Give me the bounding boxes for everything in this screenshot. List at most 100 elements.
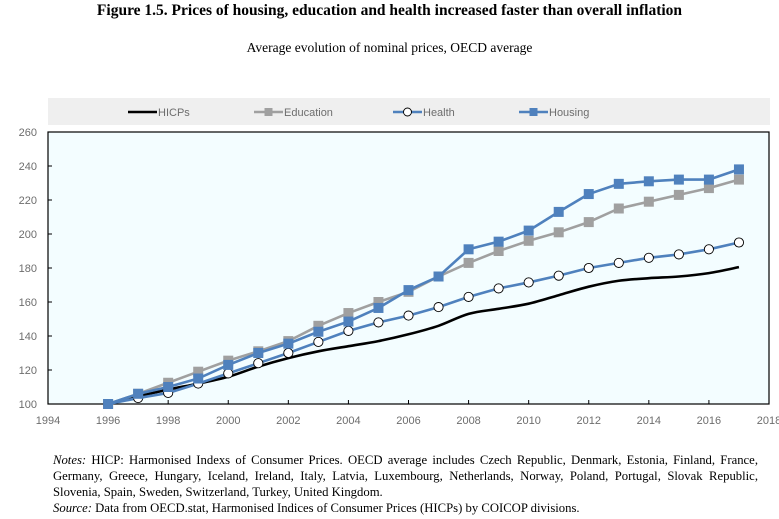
data-point-housing xyxy=(403,285,414,296)
series-group xyxy=(103,164,745,410)
data-point-education xyxy=(583,217,594,228)
series-line-hicps xyxy=(107,265,740,406)
notes-block: Notes: HICP: Harmonised Indexs of Consum… xyxy=(53,452,758,516)
plot-area xyxy=(47,131,770,405)
notes-label: Notes: xyxy=(53,453,87,467)
data-point-health xyxy=(433,302,444,313)
data-point-education xyxy=(733,174,744,185)
data-point-housing xyxy=(163,382,174,392)
x-tick-label: 2000 xyxy=(216,415,240,427)
series-line-health xyxy=(107,241,740,406)
chart-subtitle: Average evolution of nominal prices, OEC… xyxy=(246,40,533,55)
x-tick-label: 1998 xyxy=(156,415,180,427)
source-text: Data from OECD.stat, Harmonised Indices … xyxy=(95,501,580,515)
data-point-health xyxy=(703,244,714,255)
data-point-education xyxy=(703,183,714,194)
data-point-health xyxy=(733,237,745,248)
data-point-health xyxy=(223,368,234,379)
data-point-housing xyxy=(673,174,684,185)
legend-item-education: Education xyxy=(254,107,333,119)
y-tick-label: 120 xyxy=(19,365,37,377)
data-point-health xyxy=(343,325,354,336)
series-line-housing xyxy=(107,168,740,406)
figure-title: Figure 1.5. Prices of housing, education… xyxy=(96,2,683,19)
data-point-housing xyxy=(223,359,234,370)
notes-text: HICP: Harmonised Indexs of Consumer Pric… xyxy=(53,453,758,499)
data-point-health xyxy=(673,249,684,260)
x-tick-label: 1994 xyxy=(36,415,60,427)
y-tick-label: 180 xyxy=(19,263,37,275)
legend-label-education: Education xyxy=(284,107,333,119)
source-label: Source: xyxy=(53,501,92,515)
data-point-housing xyxy=(433,271,444,282)
data-point-housing xyxy=(553,206,564,217)
y-tick-label: 100 xyxy=(19,399,37,411)
data-point-health xyxy=(313,336,324,348)
data-point-health xyxy=(463,291,474,302)
y-tick-label: 240 xyxy=(19,161,37,173)
y-tick-label: 140 xyxy=(19,331,37,343)
data-point-housing xyxy=(703,174,714,185)
data-point-education xyxy=(553,227,564,238)
data-point-housing xyxy=(583,189,594,200)
legend-item-housing: Housing xyxy=(519,107,589,119)
data-point-housing xyxy=(253,348,264,358)
data-point-health xyxy=(613,257,624,268)
notes-paragraph: Notes: HICP: Harmonised Indexs of Consum… xyxy=(53,452,758,500)
data-point-education xyxy=(613,203,624,214)
x-tick-label: 2012 xyxy=(577,415,601,427)
data-point-education xyxy=(313,320,324,331)
legend-label-housing: Housing xyxy=(549,107,589,119)
data-point-housing xyxy=(523,225,534,236)
x-tick-label: 2016 xyxy=(697,415,721,427)
legend-marker-education xyxy=(264,108,273,116)
legend-label-hicps: HICPs xyxy=(158,107,190,119)
data-point-health xyxy=(283,347,294,359)
legend-label-health: Health xyxy=(423,107,455,119)
y-tick-label: 200 xyxy=(19,229,37,241)
data-point-health xyxy=(643,252,654,263)
data-point-housing xyxy=(343,316,354,327)
y-axis: 100 120 140 160 180 200 220 240 260 xyxy=(19,127,52,411)
data-point-health xyxy=(403,310,414,321)
data-point-health xyxy=(523,277,534,288)
data-point-education xyxy=(343,308,354,319)
data-point-housing xyxy=(193,373,204,384)
series-hicps xyxy=(107,265,740,406)
data-point-housing xyxy=(103,399,114,409)
data-point-housing xyxy=(613,178,624,189)
x-tick-label: 2008 xyxy=(456,415,480,427)
data-point-education xyxy=(643,196,654,207)
data-point-housing xyxy=(643,176,654,187)
x-axis: 1994 1996 1998 2000 2002 2004 2006 2008 2010 2012… xyxy=(36,400,779,427)
legend-marker-housing xyxy=(529,108,538,116)
data-point-education xyxy=(673,189,684,200)
x-tick-label: 1996 xyxy=(96,415,120,427)
data-point-education xyxy=(373,297,384,307)
legend-marker-health xyxy=(403,107,412,117)
data-point-housing xyxy=(733,164,744,175)
x-tick-label: 2006 xyxy=(396,415,420,427)
data-point-health xyxy=(373,317,384,328)
data-point-health xyxy=(583,262,594,274)
y-tick-label: 220 xyxy=(19,195,37,207)
data-point-housing xyxy=(313,326,324,337)
x-tick-label: 2010 xyxy=(516,415,540,427)
data-point-housing xyxy=(133,388,144,399)
data-point-education xyxy=(463,257,474,268)
data-point-housing xyxy=(283,338,294,349)
x-tick-label: 2002 xyxy=(276,415,300,427)
data-point-health xyxy=(493,283,504,294)
y-tick-label: 260 xyxy=(19,127,37,139)
data-point-education xyxy=(493,246,504,256)
x-tick-label: 2018 xyxy=(757,415,779,427)
series-housing xyxy=(103,164,744,409)
source-paragraph: Source: Data from OECD.stat, Harmonised … xyxy=(53,500,758,516)
data-point-housing xyxy=(373,302,384,313)
data-point-education xyxy=(523,235,534,246)
data-point-health xyxy=(553,270,564,281)
data-point-housing xyxy=(493,236,504,247)
x-tick-label: 2004 xyxy=(336,415,360,427)
data-point-housing xyxy=(463,244,474,255)
